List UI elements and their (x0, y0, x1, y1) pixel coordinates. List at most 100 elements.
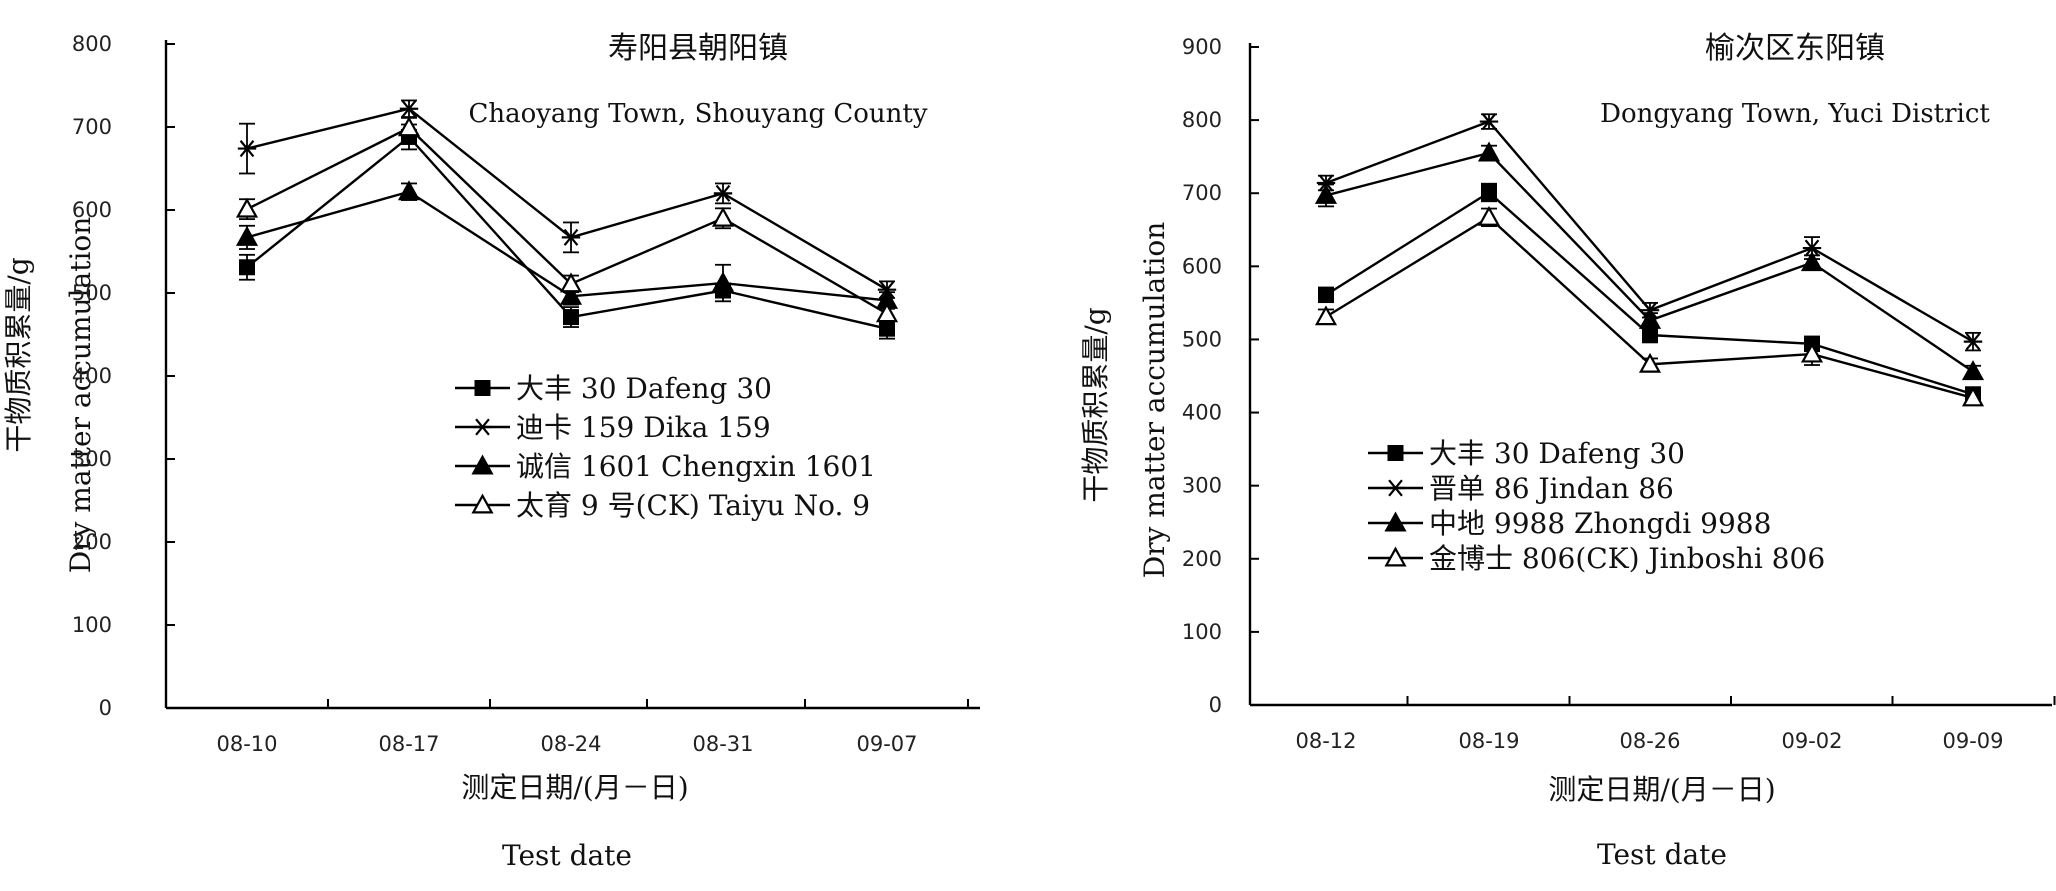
legend-marker-shape (1384, 546, 1407, 567)
y-axis-title-en: Dry matter accumulation (1138, 222, 1171, 579)
data-point (1314, 305, 1338, 326)
legend-marker-shape (473, 418, 492, 436)
legend: 大丰 30 Dafeng 30 晋单 86 Jindan 86 中地 9988 … (1368, 437, 1825, 575)
x-axis-title-en: Test date (1597, 838, 1727, 871)
data-point (1642, 327, 1658, 344)
data-point (559, 272, 583, 293)
legend-marker-shape (471, 493, 494, 514)
x-axis-title-cn: 测定日期/(月－日) (1548, 773, 1775, 806)
x-tick-label: 08-12 (1295, 729, 1356, 753)
legend-label: 晋单 86 Jindan 86 (1429, 472, 1674, 505)
chart-chaoyang: 寿阳县朝阳镇 Chaoyang Town, Shouyang County 测定… (2, 31, 980, 872)
data-point (397, 180, 421, 201)
legend-marker-triangle-filled-icon (1368, 511, 1423, 532)
y-tick-label: 300 (1182, 474, 1222, 498)
x-tick-label: 09-09 (1942, 729, 2003, 753)
y-tick-label: 0 (1209, 693, 1222, 717)
data-point (1961, 360, 1985, 381)
legend-marker-shape (1387, 445, 1404, 461)
data-point (235, 225, 259, 246)
y-axis-title-en: Dry matter accumulation (64, 217, 97, 574)
y-tick-label: 300 (72, 447, 112, 471)
data-point (1638, 352, 1662, 373)
data-point (1802, 239, 1822, 257)
series-triangle-open (1314, 205, 1985, 407)
chart-subtitle: Chaoyang Town, Shouyang County (468, 99, 927, 129)
y-tick-label: 800 (1182, 108, 1222, 132)
y-tick-label: 700 (1182, 181, 1222, 205)
legend-marker-shape (1386, 479, 1405, 497)
y-axis-title-cn: 干物质积累量/g (2, 257, 35, 452)
legend-item: 金博士 806(CK) Jinboshi 806 (1368, 542, 1825, 575)
data-point (713, 184, 733, 202)
data-point (561, 228, 581, 246)
data-point (879, 320, 895, 337)
y-tick-label: 500 (1182, 327, 1222, 351)
data-point (1477, 141, 1501, 162)
data-point (711, 271, 735, 292)
x-tick-label: 08-31 (692, 732, 753, 756)
y-tick-label: 100 (1182, 620, 1222, 644)
plot-area: 0 100 200 300 400 500 600 700 800 900 08-12 08-19 08… (1182, 35, 2056, 753)
data-point (1477, 205, 1501, 226)
y-tick-label: 900 (1182, 35, 1222, 59)
legend-item: 诚信 1601 Chengxin 1601 (455, 450, 876, 483)
y-tick-label: 400 (1182, 401, 1222, 425)
legend-marker-triangle-filled-icon (455, 454, 510, 475)
x-tick-label: 08-19 (1458, 729, 1519, 753)
chart-title: 寿阳县朝阳镇 (608, 31, 788, 66)
y-axis-title-cn: 干物质积累量/g (1079, 307, 1112, 502)
x-tick-label: 09-02 (1781, 729, 1842, 753)
data-point (397, 116, 421, 137)
legend-label: 中地 9988 Zhongdi 9988 (1429, 507, 1771, 540)
legend-item: 大丰 30 Dafeng 30 (1368, 437, 1685, 470)
data-point (1481, 184, 1497, 201)
legend-label: 太育 9 号(CK) Taiyu No. 9 (516, 489, 870, 522)
series-triangle-open (235, 116, 899, 323)
y-tick-label: 600 (72, 198, 112, 222)
x-tick-label: 09-07 (856, 732, 917, 756)
legend-marker-triangle-open-icon (1368, 546, 1423, 567)
legend-item: 迪卡 159 Dika 159 (455, 411, 771, 444)
data-point (237, 140, 257, 158)
data-point (399, 100, 419, 118)
data-point (1479, 113, 1499, 131)
y-tick-label: 600 (1182, 254, 1222, 278)
series-line (246, 107, 888, 291)
legend-marker-shape (471, 454, 494, 475)
data-point (563, 309, 579, 326)
x-tick-label: 08-17 (378, 732, 439, 756)
y-tick-label: 200 (72, 530, 112, 554)
legend-marker-square-filled-icon (1368, 445, 1423, 461)
x-tick-label: 08-26 (1619, 729, 1680, 753)
data-point (235, 197, 259, 218)
legend-marker-square-filled-icon (455, 380, 510, 396)
data-point (1963, 333, 1983, 351)
y-tick-label: 500 (72, 281, 112, 305)
legend-label: 诚信 1601 Chengxin 1601 (516, 450, 876, 483)
data-point (711, 206, 735, 227)
series-triangle-filled (1314, 141, 1985, 381)
y-tick-label: 700 (72, 115, 112, 139)
legend: 大丰 30 Dafeng 30 迪卡 159 Dika 159 诚信 1601 … (455, 372, 876, 522)
legend-marker-asterisk-icon (1368, 479, 1423, 497)
y-tick-label: 200 (1182, 547, 1222, 571)
legend-item: 中地 9988 Zhongdi 9988 (1368, 507, 1771, 540)
chart-dongyang: 榆次区东阳镇 Dongyang Town, Yuci District 测定日期… (1079, 31, 2056, 871)
legend-item: 大丰 30 Dafeng 30 (455, 372, 772, 405)
x-axis-title-cn: 测定日期/(月－日) (461, 771, 688, 804)
data-point (1800, 251, 1824, 272)
legend-marker-asterisk-icon (455, 418, 510, 436)
data-point (1638, 308, 1662, 329)
y-tick-label: 400 (72, 364, 112, 388)
y-tick-label: 800 (72, 32, 112, 56)
legend-marker-triangle-open-icon (455, 493, 510, 514)
legend-item: 太育 9 号(CK) Taiyu No. 9 (455, 489, 870, 522)
y-tick-label: 0 (99, 696, 112, 720)
legend-item: 晋单 86 Jindan 86 (1368, 472, 1674, 505)
legend-label: 金博士 806(CK) Jinboshi 806 (1429, 542, 1825, 575)
chart-title: 榆次区东阳镇 (1705, 31, 1885, 66)
data-point (239, 259, 255, 276)
